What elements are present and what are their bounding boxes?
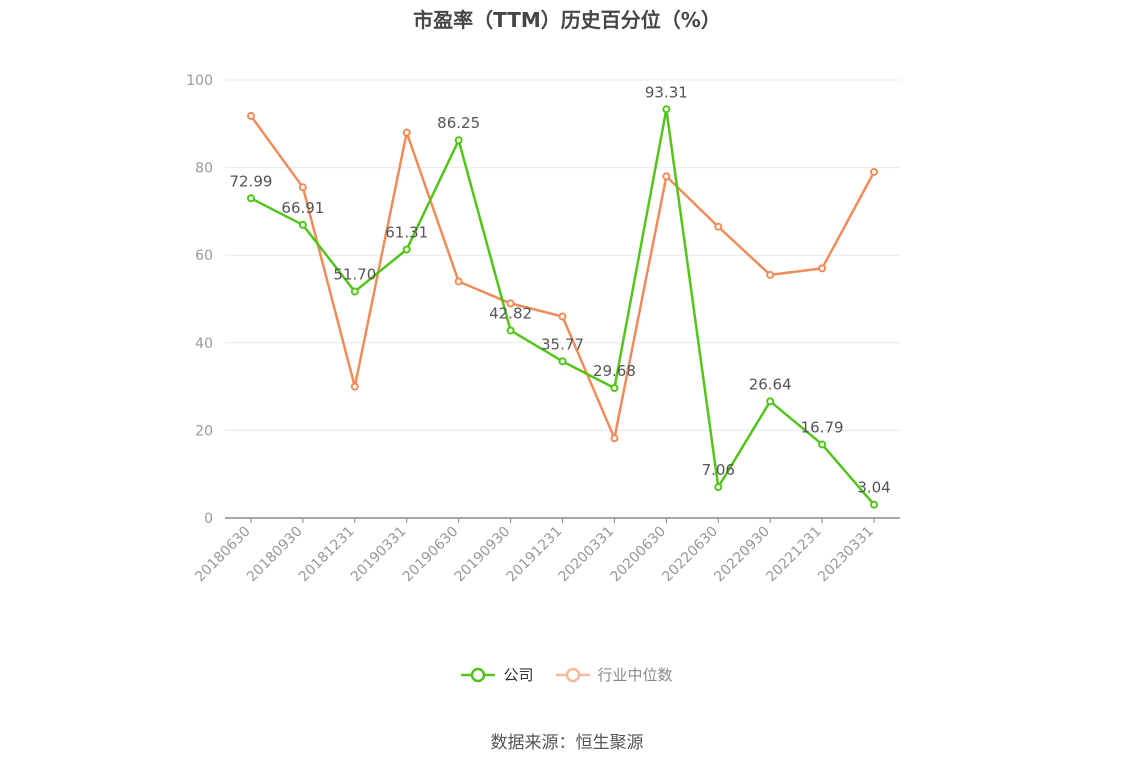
company-data-point[interactable] xyxy=(870,500,879,509)
industry-data-point[interactable] xyxy=(558,312,567,321)
company-data-point[interactable] xyxy=(610,384,619,393)
axes: 0204060801002018063020180930201812312019… xyxy=(186,73,900,585)
company-data-point[interactable] xyxy=(818,440,827,449)
data-labels: 72.99 66.91 51.70 61.31 86.25 42.82 35.77 29.68… xyxy=(229,83,890,496)
industry-data-point[interactable] xyxy=(818,264,827,273)
company-data-label: 29.68 xyxy=(593,362,636,380)
grid-lines xyxy=(225,79,900,431)
company-data-point[interactable] xyxy=(766,397,775,406)
series-lines xyxy=(246,105,879,509)
company-data-label: 3.04 xyxy=(857,479,890,497)
company-data-label: 72.99 xyxy=(229,172,272,190)
company-data-point[interactable] xyxy=(350,287,359,296)
company-data-label: 16.79 xyxy=(801,418,844,436)
y-tick-label: 20 xyxy=(195,423,213,439)
industry-data-point[interactable] xyxy=(402,128,411,137)
company-data-label: 61.31 xyxy=(385,223,428,241)
legend-item-industry[interactable]: 行业中位数 xyxy=(555,664,673,685)
industry-data-point[interactable] xyxy=(870,167,879,176)
x-tick-label: 20230331 xyxy=(815,524,877,586)
company-data-point[interactable] xyxy=(402,245,411,254)
y-tick-label: 80 xyxy=(195,161,213,177)
line-chart: 0204060801002018063020180930201812312019… xyxy=(186,73,900,585)
company-data-label: 42.82 xyxy=(489,304,532,322)
x-tick-label: 20181231 xyxy=(296,524,358,586)
legend: 公司 行业中位数 xyxy=(0,664,1134,685)
x-tick-label: 20220630 xyxy=(659,524,721,586)
industry-data-point[interactable] xyxy=(662,172,671,181)
company-series-line xyxy=(250,108,875,506)
company-data-point[interactable] xyxy=(454,136,463,145)
industry-data-point[interactable] xyxy=(714,222,723,231)
industry-data-point[interactable] xyxy=(454,277,463,286)
company-data-label: 66.91 xyxy=(281,199,324,217)
company-data-point[interactable] xyxy=(246,194,255,203)
industry-data-point[interactable] xyxy=(298,183,307,192)
company-data-point[interactable] xyxy=(714,483,723,492)
industry-data-point[interactable] xyxy=(350,382,359,391)
company-data-label: 35.77 xyxy=(541,335,584,353)
company-data-label: 93.31 xyxy=(645,83,688,101)
company-data-label: 7.06 xyxy=(702,461,735,479)
x-tick-label: 20200630 xyxy=(607,524,669,586)
industry-data-point[interactable] xyxy=(246,111,255,120)
x-tick-label: 20190630 xyxy=(400,524,462,586)
x-tick-label: 20190331 xyxy=(348,524,410,586)
legend-item-company[interactable]: 公司 xyxy=(461,664,534,685)
legend-company-label: 公司 xyxy=(503,666,534,684)
industry-data-point[interactable] xyxy=(610,434,619,443)
x-tick-label: 20180630 xyxy=(192,524,254,586)
data-source: 数据来源：恒生聚源 xyxy=(490,733,644,753)
x-tick-label: 20221231 xyxy=(763,524,825,586)
company-data-point[interactable] xyxy=(506,326,515,335)
x-tick-label: 20180930 xyxy=(244,524,306,586)
industry-data-point[interactable] xyxy=(506,299,515,308)
x-tick-label: 20200331 xyxy=(556,524,618,586)
x-tick-label: 20191231 xyxy=(504,524,566,586)
company-data-point[interactable] xyxy=(558,357,567,366)
industry-data-point[interactable] xyxy=(766,270,775,279)
legend-company-icon xyxy=(461,667,496,682)
y-tick-label: 40 xyxy=(195,336,213,352)
company-data-label: 86.25 xyxy=(437,114,480,132)
company-data-point[interactable] xyxy=(662,105,671,114)
company-data-point[interactable] xyxy=(298,220,307,229)
y-tick-label: 0 xyxy=(204,511,213,527)
legend-industry-label: 行业中位数 xyxy=(597,666,673,684)
company-data-label: 51.70 xyxy=(333,266,376,284)
x-tick-label: 20220930 xyxy=(711,524,773,586)
chart-title: 市盈率（TTM）历史百分位（%） xyxy=(413,8,721,32)
legend-industry-icon xyxy=(555,667,590,682)
x-tick-label: 20190930 xyxy=(452,524,514,586)
company-data-label: 26.64 xyxy=(749,375,792,393)
y-tick-label: 100 xyxy=(186,73,213,89)
y-tick-label: 60 xyxy=(195,248,213,264)
